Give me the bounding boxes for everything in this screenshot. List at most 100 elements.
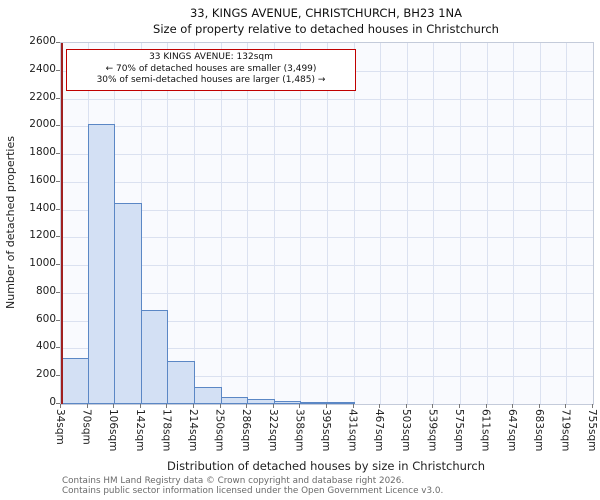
x-tick-mark — [139, 404, 141, 408]
gridline-vertical — [513, 43, 515, 404]
gridline-vertical — [433, 43, 435, 404]
x-tick-label: 178sqm — [160, 409, 173, 452]
histogram-bar — [194, 387, 222, 404]
gridline-vertical — [167, 43, 169, 404]
x-tick-label: 250sqm — [213, 409, 226, 452]
x-tick-mark — [86, 404, 88, 408]
x-tick-label: 575sqm — [453, 409, 465, 452]
x-tick-label: 431sqm — [346, 409, 359, 452]
gridline-vertical — [460, 43, 461, 404]
x-tick-label: 719sqm — [559, 409, 572, 452]
x-tick-mark — [405, 404, 407, 408]
x-tick-label: 539sqm — [426, 409, 439, 452]
gridline-vertical — [273, 43, 275, 404]
x-tick-mark — [246, 404, 248, 408]
x-tick-label: 142sqm — [133, 409, 146, 452]
x-tick-label: 467sqm — [373, 409, 386, 452]
gridline-vertical — [539, 43, 541, 404]
x-tick-mark — [352, 404, 354, 408]
y-tick-mark — [56, 42, 60, 43]
gridline-vertical — [300, 43, 302, 404]
gridline-vertical — [566, 43, 568, 404]
x-tick-label: 34sqm — [54, 409, 66, 445]
y-tick-mark — [56, 291, 60, 293]
histogram-bar — [300, 402, 328, 404]
histogram-bar — [140, 310, 169, 404]
y-tick-label: 1200 — [29, 229, 56, 242]
gridline-vertical — [194, 43, 195, 404]
y-tick-label: 2400 — [29, 62, 56, 75]
y-tick-mark — [56, 347, 60, 349]
gridline-vertical — [247, 43, 249, 404]
gridline-vertical — [486, 43, 488, 404]
y-tick-mark — [56, 153, 60, 155]
x-tick-mark — [60, 404, 61, 408]
y-tick-mark — [56, 375, 60, 377]
x-tick-mark — [485, 404, 487, 408]
plot-area: 33 KINGS AVENUE: 132sqm ← 70% of detache… — [60, 42, 594, 405]
x-tick-label: 395sqm — [320, 409, 332, 452]
y-tick-mark — [56, 264, 60, 266]
histogram-bar — [220, 397, 249, 404]
y-tick-mark — [56, 180, 60, 182]
y-tick-label: 400 — [35, 340, 56, 353]
x-tick-label: 755sqm — [586, 409, 598, 452]
y-tick-label: 2000 — [29, 118, 56, 131]
y-tick-mark — [56, 69, 60, 71]
footer-attribution-1: Contains HM Land Registry data © Crown c… — [62, 476, 405, 486]
y-axis-label-text: Number of detached properties — [3, 136, 17, 309]
y-tick-label: 1600 — [29, 173, 56, 186]
y-tick-mark — [56, 403, 60, 404]
y-tick-label: 600 — [35, 312, 56, 325]
x-tick-label: 358sqm — [293, 409, 306, 452]
x-tick-mark — [592, 404, 593, 408]
y-tick-label: 200 — [35, 368, 56, 381]
y-tick-label: 0 — [49, 396, 56, 408]
footer-attribution-2: Contains public sector information licen… — [62, 486, 444, 496]
gridline-vertical — [327, 43, 328, 404]
gridline-vertical — [353, 43, 355, 404]
x-tick-mark — [272, 404, 274, 408]
histogram-bar — [87, 124, 116, 404]
y-tick-label: 1800 — [29, 146, 56, 159]
x-tick-label: 106sqm — [107, 409, 120, 452]
x-tick-mark — [219, 404, 221, 408]
x-tick-mark — [565, 404, 567, 408]
x-tick-label: 70sqm — [80, 409, 93, 445]
x-tick-mark — [512, 404, 514, 408]
x-tick-mark — [193, 404, 194, 408]
y-tick-label: 800 — [35, 284, 56, 297]
annotation-property: 33 KINGS AVENUE: 132sqm — [149, 52, 273, 62]
x-tick-label: 683sqm — [532, 409, 545, 452]
x-tick-mark — [166, 404, 168, 408]
x-axis-label: Distribution of detached houses by size … — [167, 459, 485, 473]
histogram-bar — [273, 401, 302, 404]
property-size-marker-line — [61, 43, 63, 404]
x-tick-mark — [538, 404, 540, 408]
x-tick-label: 503sqm — [399, 409, 412, 452]
y-tick-label: 1000 — [29, 257, 56, 270]
x-tick-mark — [379, 404, 381, 408]
gridline-vertical — [406, 43, 408, 404]
histogram-bar — [61, 358, 89, 404]
annotation-larger: 30% of semi-detached houses are larger (… — [96, 75, 326, 86]
y-tick-mark — [56, 208, 60, 210]
y-tick-mark — [56, 97, 60, 99]
y-tick-label: 2600 — [29, 35, 56, 47]
annotation-smaller: ← 70% of detached houses are smaller (3,… — [105, 63, 317, 74]
x-tick-label: 611sqm — [479, 409, 492, 452]
histogram-bar — [167, 361, 195, 404]
histogram-bar — [247, 399, 275, 404]
gridline-vertical — [380, 43, 382, 404]
gridline-vertical — [220, 43, 222, 404]
x-tick-mark — [299, 404, 301, 408]
x-tick-label: 647sqm — [506, 409, 519, 452]
x-tick-label: 214sqm — [187, 409, 199, 452]
x-tick-label: 286sqm — [240, 409, 253, 452]
annotation-box: 33 KINGS AVENUE: 132sqm ← 70% of detache… — [66, 49, 356, 92]
y-tick-mark — [56, 125, 60, 127]
y-tick-label: 2200 — [29, 90, 56, 103]
y-tick-mark — [56, 319, 60, 321]
y-tick-label: 1400 — [29, 201, 56, 214]
